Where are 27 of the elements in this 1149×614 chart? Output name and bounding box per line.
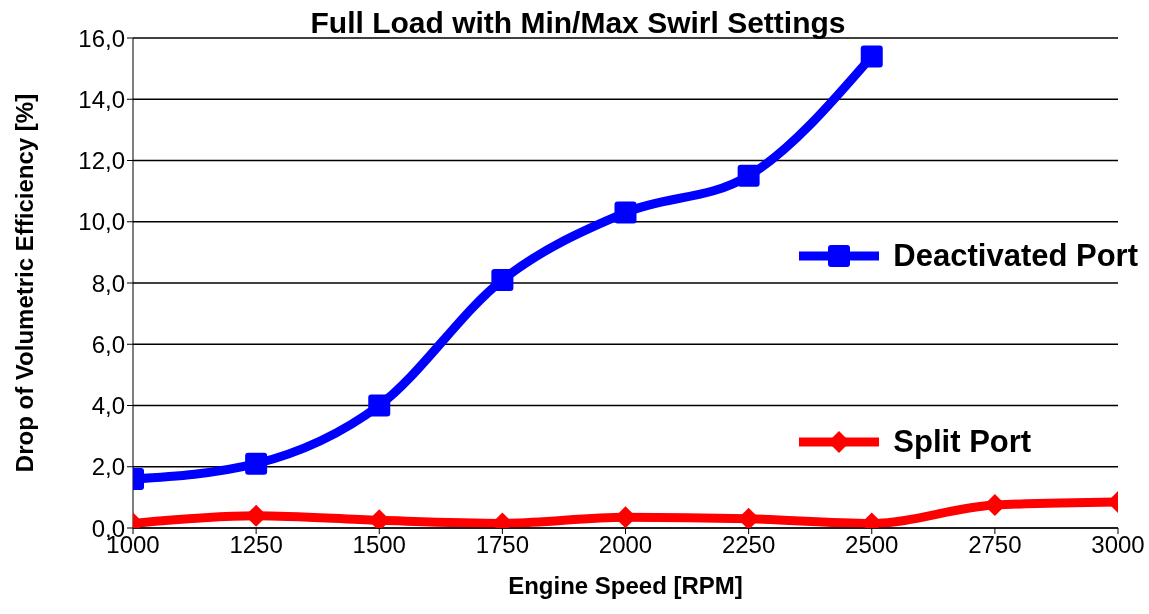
x-tick-label: 1250 bbox=[229, 531, 283, 559]
point bbox=[245, 452, 268, 475]
y-tick-label: 10,0 bbox=[78, 208, 125, 236]
y-tick-label: 4,0 bbox=[91, 392, 125, 420]
x-tick-label: 2250 bbox=[721, 531, 776, 559]
x-tick-label: 1500 bbox=[352, 531, 406, 559]
x-tick-label: 2500 bbox=[845, 531, 899, 559]
y-tick-label: 14,0 bbox=[78, 85, 125, 113]
point bbox=[491, 268, 514, 291]
x-tick-label: 1750 bbox=[475, 531, 530, 559]
point bbox=[368, 394, 391, 417]
point bbox=[860, 45, 883, 68]
y-tick-label: 8,0 bbox=[91, 269, 125, 297]
legend-label: Deactivated Port bbox=[893, 238, 1138, 274]
y-tick-label: 6,0 bbox=[91, 330, 125, 358]
legend-label: Split Port bbox=[893, 424, 1032, 460]
y-tick-label: 12,0 bbox=[78, 147, 125, 175]
x-tick-label: 2000 bbox=[598, 531, 653, 559]
y-axis-title: Drop of Volumetric Efficiency [%] bbox=[10, 93, 38, 473]
y-tick-label: 16,0 bbox=[78, 24, 125, 52]
x-tick-label: 3000 bbox=[1091, 531, 1145, 559]
point bbox=[737, 164, 760, 187]
point bbox=[614, 201, 637, 224]
x-axis-title: Engine Speed [RPM] bbox=[508, 572, 743, 599]
x-tick-label: 2750 bbox=[968, 531, 1022, 559]
chart-title: Full Load with Min/Max Swirl Settings bbox=[310, 6, 846, 39]
y-tick-label: 2,0 bbox=[91, 453, 125, 481]
